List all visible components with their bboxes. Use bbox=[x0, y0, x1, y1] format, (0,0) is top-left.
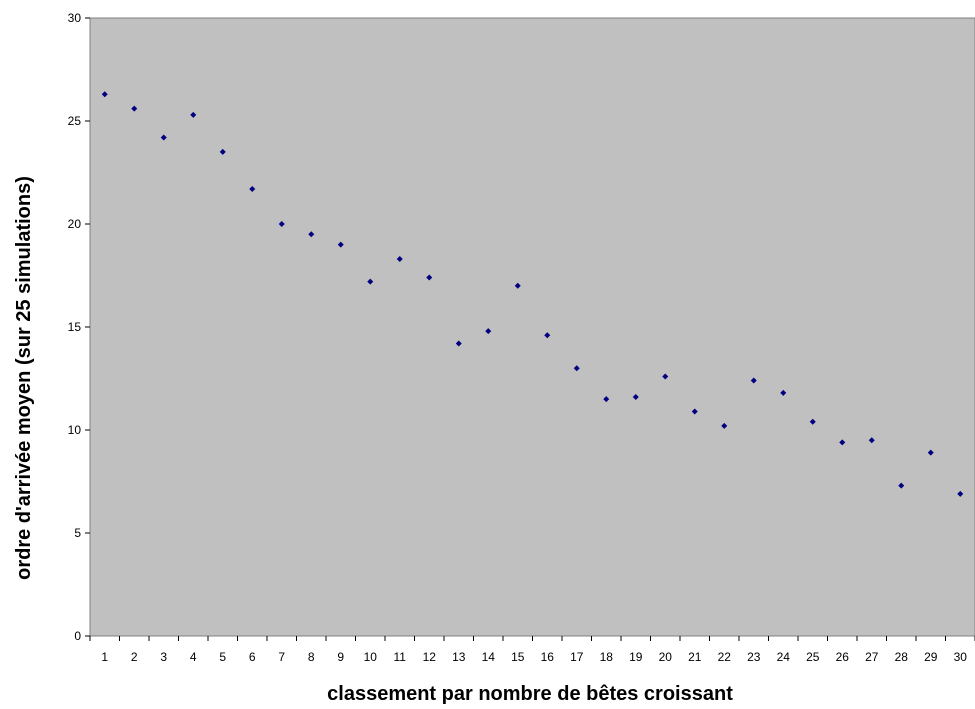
x-tick-label: 10 bbox=[364, 650, 378, 664]
data-point bbox=[839, 439, 846, 446]
data-point bbox=[426, 274, 433, 281]
x-axis-title: classement par nombre de bêtes croissant bbox=[327, 683, 733, 705]
data-point bbox=[750, 377, 757, 384]
data-point bbox=[396, 256, 403, 263]
x-tick-label: 16 bbox=[541, 650, 555, 664]
x-tick-label: 13 bbox=[452, 650, 466, 664]
data-point bbox=[632, 394, 639, 401]
data-point bbox=[721, 422, 728, 429]
data-point bbox=[367, 278, 374, 285]
x-tick-label: 25 bbox=[806, 650, 820, 664]
y-tick-label: 5 bbox=[74, 526, 81, 540]
x-tick-label: 4 bbox=[190, 650, 197, 664]
data-point bbox=[544, 332, 551, 339]
data-point bbox=[190, 111, 197, 118]
x-tick-label: 20 bbox=[659, 650, 673, 664]
data-point bbox=[868, 437, 875, 444]
x-tick-label: 6 bbox=[249, 650, 256, 664]
data-point bbox=[957, 490, 964, 497]
x-tick-label: 19 bbox=[629, 650, 643, 664]
data-point bbox=[514, 282, 521, 289]
x-tick-label: 24 bbox=[777, 650, 791, 664]
x-tick-label: 11 bbox=[394, 650, 407, 664]
y-tick-label: 0 bbox=[74, 629, 81, 643]
data-point bbox=[219, 148, 226, 155]
x-tick-label: 17 bbox=[570, 650, 584, 664]
data-point bbox=[160, 134, 167, 141]
y-tick-label: 20 bbox=[68, 217, 82, 231]
y-tick-label: 30 bbox=[68, 11, 82, 25]
x-tick-label: 12 bbox=[423, 650, 437, 664]
x-tick-label: 27 bbox=[865, 650, 879, 664]
data-point bbox=[780, 389, 787, 396]
data-point bbox=[308, 231, 315, 238]
data-point bbox=[337, 241, 344, 248]
x-tick-label: 9 bbox=[337, 650, 344, 664]
data-point bbox=[662, 373, 669, 380]
x-tick-label: 29 bbox=[924, 650, 938, 664]
data-point bbox=[927, 449, 934, 456]
x-tick-label: 22 bbox=[718, 650, 732, 664]
y-tick-label: 15 bbox=[68, 320, 82, 334]
data-points bbox=[101, 91, 964, 497]
x-tick-label: 23 bbox=[747, 650, 761, 664]
x-tick-label: 5 bbox=[219, 650, 226, 664]
x-tick-label: 15 bbox=[511, 650, 525, 664]
data-point bbox=[249, 185, 256, 192]
x-tick-label: 28 bbox=[895, 650, 909, 664]
data-point bbox=[101, 91, 108, 98]
data-point bbox=[131, 105, 138, 112]
x-tick-label: 30 bbox=[954, 650, 968, 664]
plot-area bbox=[89, 17, 975, 637]
x-tick-label: 14 bbox=[482, 650, 496, 664]
data-point bbox=[485, 328, 492, 335]
x-tick-label: 21 bbox=[688, 650, 702, 664]
data-point bbox=[898, 482, 905, 489]
x-tick-label: 1 bbox=[101, 650, 108, 664]
y-tick-label: 25 bbox=[68, 114, 82, 128]
data-point bbox=[691, 408, 698, 415]
y-tick-label: 10 bbox=[68, 423, 82, 437]
data-point bbox=[455, 340, 462, 347]
x-tick-label: 8 bbox=[308, 650, 315, 664]
x-tick-label: 3 bbox=[160, 650, 167, 664]
x-tick-label: 7 bbox=[278, 650, 285, 664]
x-axis-ticks: 1 2 3 4 5 6 7 8 9 10 11 12 13 14 15 16 17 18 19 20 21 22 23 24 2… bbox=[89, 636, 975, 664]
data-point bbox=[809, 418, 816, 425]
x-tick-label: 2 bbox=[131, 650, 138, 664]
y-axis-ticks: 0 5 10 15 20 25 30 bbox=[68, 11, 90, 643]
x-tick-label: 18 bbox=[600, 650, 614, 664]
x-tick-label: 26 bbox=[836, 650, 850, 664]
data-point bbox=[603, 396, 610, 403]
data-point bbox=[278, 221, 285, 227]
y-axis-title: ordre d'arrivée moyen (sur 25 simulation… bbox=[13, 176, 35, 580]
data-point bbox=[573, 365, 580, 372]
